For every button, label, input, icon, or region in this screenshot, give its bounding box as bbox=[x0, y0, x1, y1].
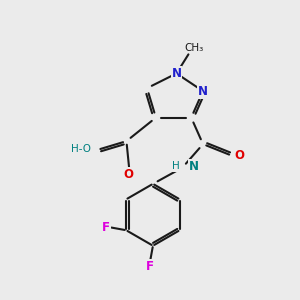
Text: N: N bbox=[172, 67, 182, 80]
Text: O: O bbox=[234, 149, 244, 162]
Text: F: F bbox=[102, 221, 110, 234]
Text: N: N bbox=[198, 85, 208, 98]
Text: H-O: H-O bbox=[70, 143, 91, 154]
Text: N: N bbox=[189, 160, 199, 173]
Text: F: F bbox=[146, 260, 154, 273]
Text: O: O bbox=[123, 168, 133, 181]
Text: CH₃: CH₃ bbox=[184, 43, 203, 52]
Text: H: H bbox=[172, 161, 180, 172]
